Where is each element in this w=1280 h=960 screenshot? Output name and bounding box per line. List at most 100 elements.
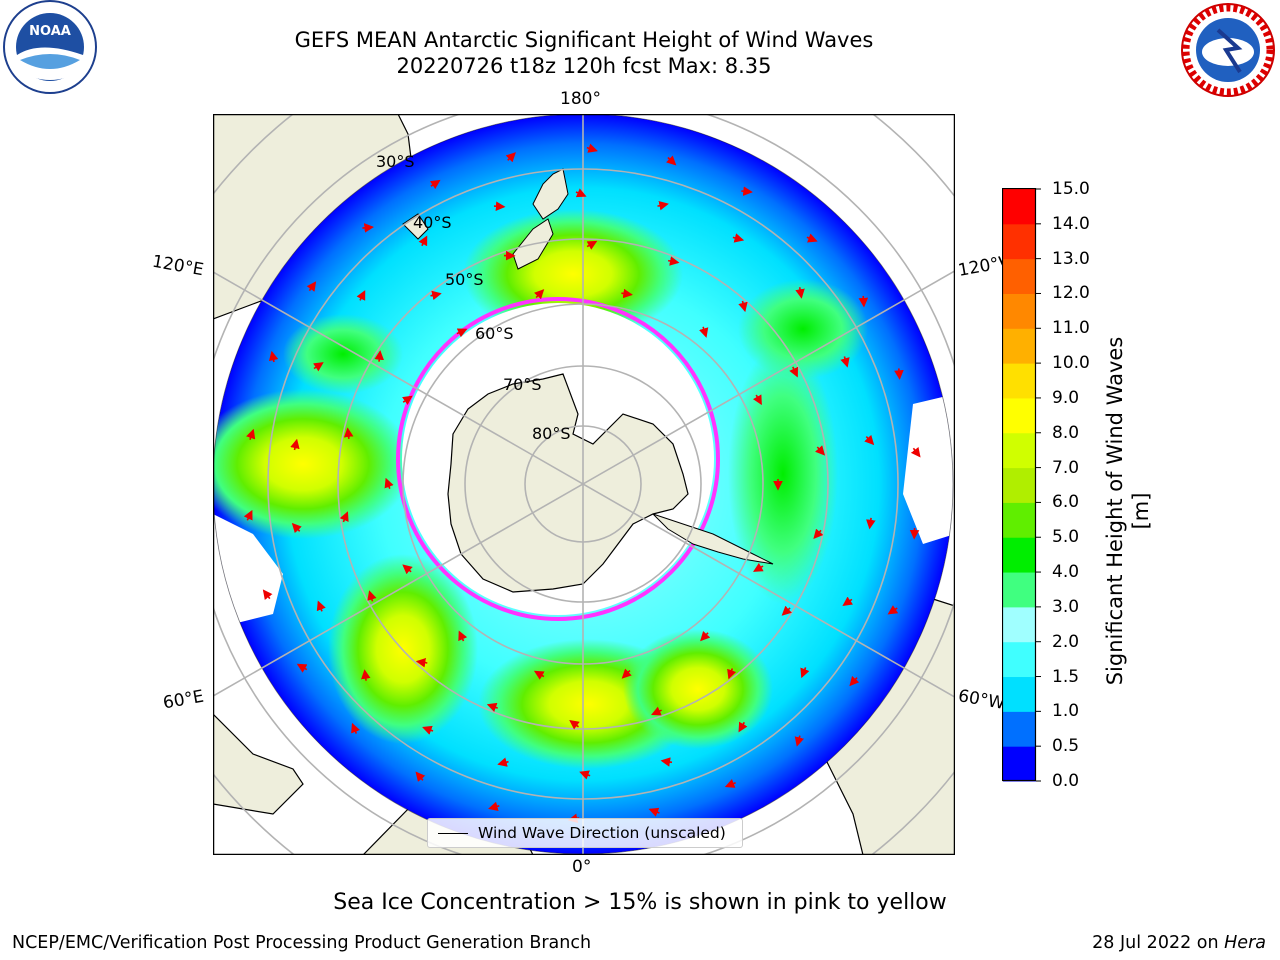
- colorbar-cell: [1003, 606, 1036, 643]
- wind-wave-arrow: [362, 223, 374, 233]
- lat-label-50s: 50°S: [445, 270, 484, 289]
- wind-wave-arrow: [840, 356, 850, 368]
- wind-wave-arrow: [660, 757, 673, 767]
- antarctic-peninsula: [652, 513, 774, 565]
- polar-map: [212, 113, 956, 856]
- lat-label-80s: 80°S: [532, 424, 571, 443]
- colorbar-cell: [1003, 293, 1036, 329]
- lat-label-30s: 30°S: [376, 152, 415, 171]
- chart-subtitle: 20220726 t18z 120h fcst Max: 8.35: [396, 54, 772, 78]
- wind-wave-arrow: [648, 807, 660, 817]
- kerguelen-land: [213, 713, 304, 815]
- wind-wave-arrow: [586, 143, 598, 153]
- colorbar-tick-label: 2.0: [1052, 631, 1080, 652]
- wind-wave-arrow: [486, 702, 498, 712]
- wind-wave-arrow: [313, 362, 324, 372]
- wind-wave-arrow: [667, 256, 680, 266]
- wind-wave-arrow: [666, 155, 677, 166]
- wind-wave-arrow: [402, 395, 413, 406]
- wind-wave-arrow: [356, 290, 366, 301]
- wind-wave-arrow: [753, 562, 764, 572]
- colorbar-cell: [1003, 189, 1036, 225]
- wind-wave-arrow: [351, 722, 361, 734]
- wind-wave-arrow: [367, 590, 377, 602]
- colorbar-cell: [1003, 641, 1036, 678]
- wind-wave-arrow: [866, 517, 876, 530]
- colorbar-tick-label: 7.0: [1052, 457, 1080, 478]
- wind-wave-arrow: [402, 564, 413, 575]
- wind-wave-arrow: [246, 428, 256, 441]
- colorbar-tick-label: 0.0: [1052, 771, 1080, 791]
- footer-date-text: 28 Jul 2022 on: [1092, 933, 1225, 953]
- colorbar-tick-label: 10.0: [1052, 353, 1090, 374]
- wind-wave-arrow: [699, 326, 709, 338]
- wind-wave-arrow: [800, 667, 810, 679]
- colorbar-tick-label: 3.0: [1052, 596, 1080, 617]
- wind-wave-arrow: [575, 188, 587, 198]
- wind-wave-arrow: [813, 528, 824, 540]
- wind-wave-arrow: [910, 446, 921, 458]
- wind-wave-arrow: [361, 669, 371, 681]
- wind-wave-arrow: [849, 675, 860, 687]
- lat-label-40s: 40°S: [413, 213, 452, 232]
- wind-wave-arrow: [621, 288, 633, 299]
- colorbar-cell: [1003, 363, 1036, 399]
- wind-wave-arrow: [384, 477, 394, 489]
- wind-wave-arrow: [700, 630, 711, 642]
- colorbar-cell: [1003, 467, 1036, 503]
- colorbar-cell: [1003, 572, 1036, 608]
- wind-wave-arrow: [727, 668, 737, 680]
- wind-wave-arrow: [339, 511, 349, 523]
- wind-wave-arrow: [316, 600, 326, 612]
- nws-logo: [1181, 3, 1275, 97]
- colorbar-cell: [1003, 258, 1036, 294]
- wind-wave-arrow: [243, 509, 253, 521]
- colorbar-tick-label: 11.0: [1052, 318, 1090, 339]
- wind-wave-arrow: [456, 328, 468, 338]
- colorbar: [1002, 188, 1041, 782]
- lon-label-180: 180°: [560, 89, 601, 109]
- wind-wave-arrow: [415, 657, 428, 668]
- wind-wave-arrow: [579, 770, 591, 780]
- colorbar-cell: [1003, 223, 1036, 260]
- wind-wave-arrow: [724, 778, 736, 788]
- wind-wave-arrow: [296, 663, 308, 673]
- colorbar-tick-label: 0.5: [1052, 736, 1080, 757]
- colorbar-tick-label: 6.0: [1052, 492, 1080, 513]
- wind-wave-arrow: [894, 368, 904, 380]
- wind-wave-arrow: [374, 350, 384, 362]
- wind-wave-arrow: [651, 706, 662, 716]
- colorbar-cell: [1003, 397, 1036, 434]
- wind-wave-arrow: [887, 605, 899, 615]
- wind-wave-arrow: [429, 179, 441, 190]
- wind-wave-arrow: [430, 290, 442, 301]
- antarctica-land: [447, 373, 689, 593]
- colorbar-tick-label: 8.0: [1052, 422, 1080, 443]
- wind-wave-arrow: [533, 670, 545, 680]
- colorbar-tick-label: 1.5: [1052, 666, 1080, 687]
- footer-host: Hera: [1224, 933, 1266, 953]
- wind-wave-arrow: [795, 287, 805, 299]
- colorbar-title: Significant Height of Wind Waves [m]: [1103, 336, 1153, 686]
- footer-date: 28 Jul 2022 on Hera: [1092, 933, 1266, 953]
- wind-wave-arrow: [268, 350, 279, 363]
- colorbar-tick-label: 4.0: [1052, 562, 1080, 583]
- wind-wave-arrow: [415, 771, 426, 782]
- lat-label-70s: 70°S: [503, 375, 542, 394]
- colorbar-cell: [1003, 711, 1036, 747]
- colorbar-cell: [1003, 676, 1036, 712]
- colorbar-tick-label: 13.0: [1052, 248, 1090, 269]
- lon-label-120e: 120°E: [150, 251, 206, 281]
- colorbar-tick-label: 9.0: [1052, 387, 1080, 408]
- lat-label-60s: 60°S: [475, 324, 514, 343]
- colorbar-tick-label: 14.0: [1052, 213, 1090, 234]
- wind-wave-arrow: [306, 281, 317, 292]
- footer-branch: NCEP/EMC/Verification Post Processing Pr…: [12, 933, 592, 953]
- wind-wave-arrow: [806, 233, 818, 243]
- colorbar-tick-label: 5.0: [1052, 527, 1080, 548]
- colorbar-tick-label: 1.0: [1052, 701, 1080, 722]
- colorbar-cell: [1003, 537, 1036, 573]
- lon-label-60e: 60°E: [161, 686, 206, 714]
- colorbar-cell: [1003, 328, 1036, 364]
- wind-wave-arrow: [497, 757, 509, 767]
